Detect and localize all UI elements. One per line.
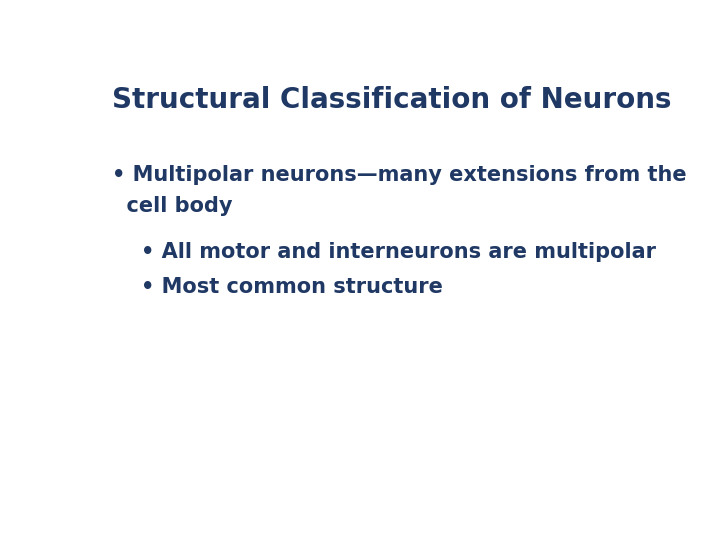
Text: Structural Classification of Neurons: Structural Classification of Neurons (112, 85, 672, 113)
Text: • Multipolar neurons—many extensions from the: • Multipolar neurons—many extensions fro… (112, 165, 687, 185)
Text: cell body: cell body (112, 196, 233, 216)
Text: • All motor and interneurons are multipolar: • All motor and interneurons are multipo… (112, 241, 657, 261)
Text: • Most common structure: • Most common structure (112, 277, 444, 297)
